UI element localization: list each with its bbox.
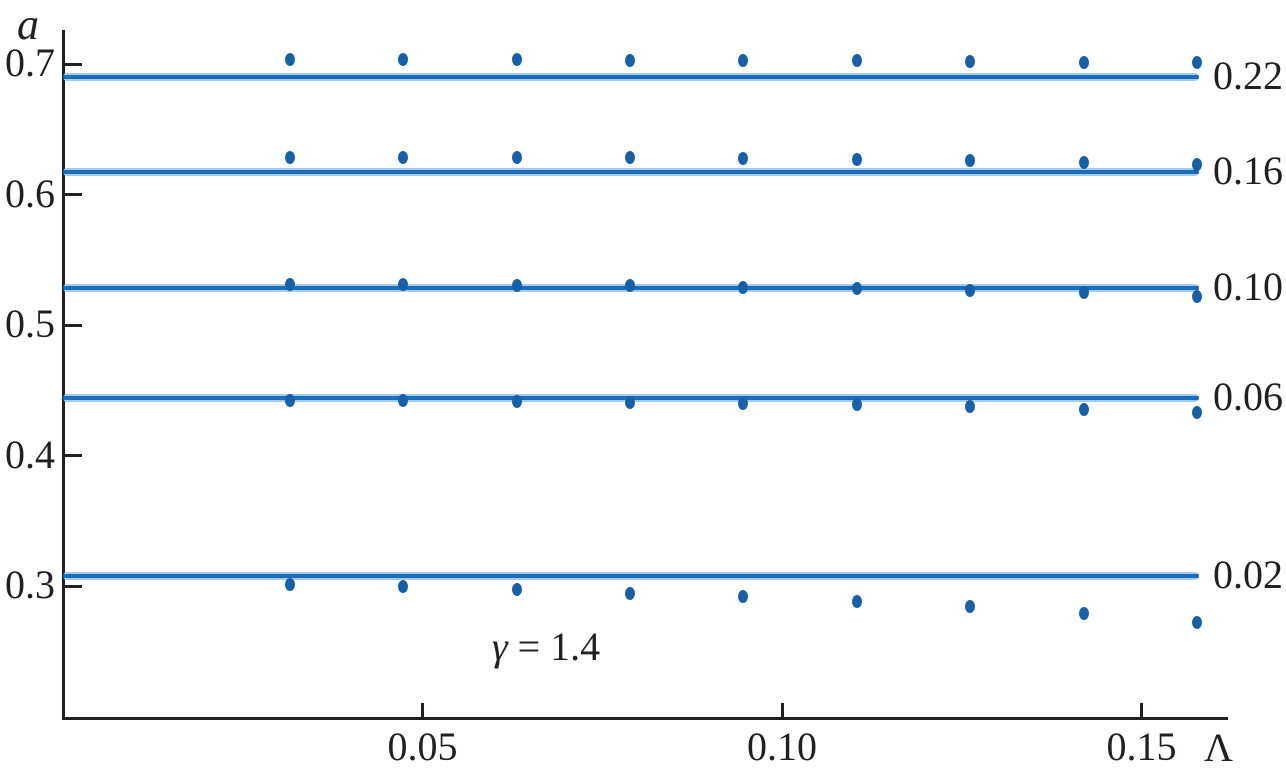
data-point bbox=[738, 151, 749, 165]
data-point bbox=[738, 589, 749, 603]
fit-line bbox=[63, 73, 1200, 82]
data-point bbox=[851, 398, 862, 412]
data-point bbox=[625, 151, 636, 165]
data-point bbox=[851, 153, 862, 167]
data-point bbox=[398, 53, 409, 67]
data-point bbox=[285, 394, 296, 408]
data-point bbox=[1078, 155, 1089, 169]
gamma-value: = 1.4 bbox=[507, 624, 601, 669]
data-point bbox=[851, 54, 862, 68]
y-axis-line bbox=[62, 30, 65, 720]
series-label: 0.16 bbox=[1213, 148, 1283, 194]
fit-line bbox=[63, 168, 1200, 177]
data-point bbox=[965, 55, 976, 69]
gamma-annotation: γ = 1.4 bbox=[492, 627, 600, 667]
series-label: 0.10 bbox=[1213, 264, 1283, 310]
y-tick bbox=[65, 323, 82, 327]
data-point bbox=[1191, 290, 1202, 304]
series-label: 0.02 bbox=[1213, 551, 1283, 597]
y-tick-label: 0.5 bbox=[5, 301, 55, 347]
series-label: 0.22 bbox=[1213, 53, 1283, 99]
y-tick-label: 0.3 bbox=[5, 562, 55, 608]
data-point bbox=[398, 278, 409, 292]
y-tick-label: 0.7 bbox=[5, 40, 55, 86]
data-point bbox=[511, 582, 522, 596]
data-point bbox=[511, 150, 522, 164]
y-tick bbox=[65, 584, 82, 588]
data-point bbox=[1191, 56, 1202, 70]
x-axis-title: Λ bbox=[1204, 725, 1234, 770]
x-tick bbox=[1140, 703, 1143, 717]
data-point bbox=[738, 280, 749, 294]
data-point bbox=[738, 396, 749, 410]
data-point bbox=[511, 278, 522, 292]
x-tick bbox=[421, 703, 424, 717]
data-point bbox=[1078, 286, 1089, 299]
data-point bbox=[965, 153, 976, 167]
data-point bbox=[285, 53, 296, 67]
data-point bbox=[738, 54, 749, 68]
data-point bbox=[1078, 607, 1089, 621]
y-tick bbox=[65, 62, 82, 66]
fit-line bbox=[63, 571, 1200, 580]
data-point bbox=[1191, 406, 1202, 420]
data-point bbox=[851, 594, 862, 608]
data-point bbox=[1078, 402, 1089, 416]
x-axis-line bbox=[62, 717, 1228, 720]
y-tick-label: 0.4 bbox=[5, 431, 55, 477]
data-point bbox=[511, 53, 522, 67]
data-point bbox=[965, 283, 976, 297]
data-point bbox=[398, 150, 409, 164]
data-point bbox=[965, 599, 976, 613]
x-tick-label: 0.10 bbox=[747, 724, 817, 769]
data-point bbox=[625, 279, 636, 293]
gamma-symbol: γ bbox=[491, 624, 508, 669]
data-point bbox=[965, 400, 976, 414]
x-tick bbox=[780, 703, 784, 717]
x-tick-label: 0.05 bbox=[387, 724, 458, 769]
data-point bbox=[398, 579, 409, 593]
y-tick-label: 0.6 bbox=[5, 170, 55, 216]
data-point bbox=[1078, 55, 1089, 69]
x-tick-label: 0.15 bbox=[1106, 724, 1177, 769]
data-point bbox=[625, 396, 636, 410]
data-point bbox=[625, 586, 636, 600]
y-tick bbox=[65, 193, 82, 196]
data-point bbox=[398, 394, 409, 408]
data-point bbox=[625, 53, 636, 67]
data-point bbox=[1191, 157, 1202, 171]
data-point bbox=[511, 395, 522, 409]
data-point bbox=[851, 281, 862, 295]
data-point bbox=[285, 578, 296, 592]
y-axis-title: a bbox=[17, 0, 39, 49]
data-point bbox=[1191, 615, 1202, 629]
data-point bbox=[285, 278, 296, 292]
series-label: 0.06 bbox=[1213, 374, 1283, 420]
y-tick bbox=[65, 454, 82, 457]
data-point bbox=[285, 150, 296, 164]
